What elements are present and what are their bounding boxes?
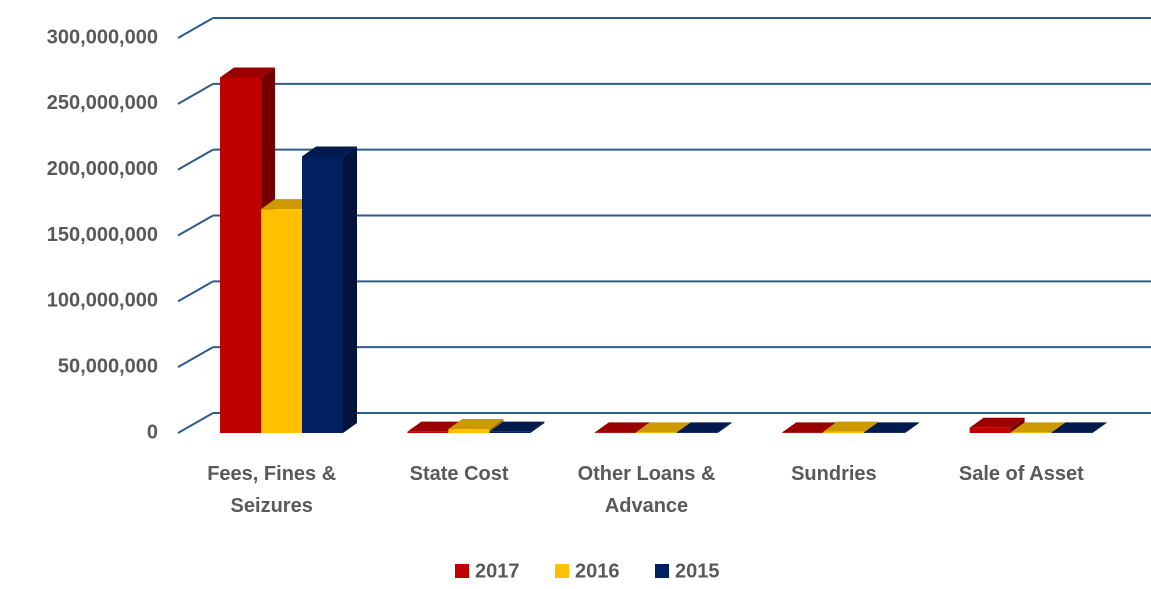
legend-swatch: [455, 564, 469, 578]
bar: [448, 429, 490, 433]
grid-diagonal: [177, 17, 214, 39]
bar: [1051, 432, 1093, 433]
bar: [823, 431, 865, 433]
y-tick-label: 150,000,000: [47, 224, 158, 246]
y-tick-label: 300,000,000: [47, 26, 158, 48]
y-tick-label: 250,000,000: [47, 92, 158, 114]
legend-label: 2016: [575, 560, 620, 582]
y-tick-label: 200,000,000: [47, 158, 158, 180]
x-tick-label: State Cost: [409, 463, 509, 485]
bar-top: [220, 67, 275, 78]
bar: [782, 432, 824, 433]
bar-top: [1051, 422, 1107, 433]
grid-diagonal: [177, 412, 214, 434]
bar-side: [343, 146, 357, 433]
legend-swatch: [555, 564, 569, 578]
bar: [1010, 432, 1052, 433]
y-tick-label: 100,000,000: [47, 290, 158, 312]
bar-top: [782, 422, 838, 433]
x-tick-label: Sundries: [791, 463, 877, 485]
bar: [594, 432, 636, 433]
bar-top: [676, 422, 732, 433]
bar: [635, 432, 677, 433]
bar-top: [969, 417, 1025, 428]
bar-side: [717, 422, 732, 433]
bar-top: [864, 422, 920, 433]
y-tick-label: 0: [147, 421, 158, 443]
bar-top: [1010, 422, 1066, 433]
bar: [302, 156, 343, 433]
grid-diagonal: [177, 148, 214, 171]
bar: [676, 432, 718, 433]
bar-side: [530, 421, 545, 433]
grid-diagonal: [177, 346, 214, 369]
bar: [220, 77, 261, 433]
grid-diagonal: [177, 214, 214, 237]
bar-side: [905, 422, 920, 433]
x-tick-label: Other Loans & Advance: [577, 463, 716, 517]
grid-diagonal: [177, 280, 214, 303]
legend-label: 2017: [475, 560, 520, 582]
bar: [864, 432, 906, 433]
x-tick-label: Fees, Fines & Seizures: [207, 463, 337, 517]
bar-top: [489, 421, 545, 432]
bar: [969, 427, 1011, 433]
bar-top: [635, 422, 691, 433]
legend-label: 2015: [675, 560, 720, 582]
bar: [489, 431, 531, 433]
x-tick-label: Sale of Asset: [958, 463, 1084, 485]
legend-swatch: [655, 564, 669, 578]
bar-top: [302, 146, 357, 157]
bar-top: [823, 421, 879, 432]
bar: [407, 431, 449, 433]
grid-diagonal: [177, 82, 214, 105]
bar-top: [594, 422, 650, 433]
bar-side: [1010, 417, 1025, 433]
y-tick-label: 50,000,000: [58, 355, 158, 377]
bar-top: [448, 419, 504, 430]
bar: [261, 209, 302, 433]
bar-side: [1092, 422, 1107, 433]
